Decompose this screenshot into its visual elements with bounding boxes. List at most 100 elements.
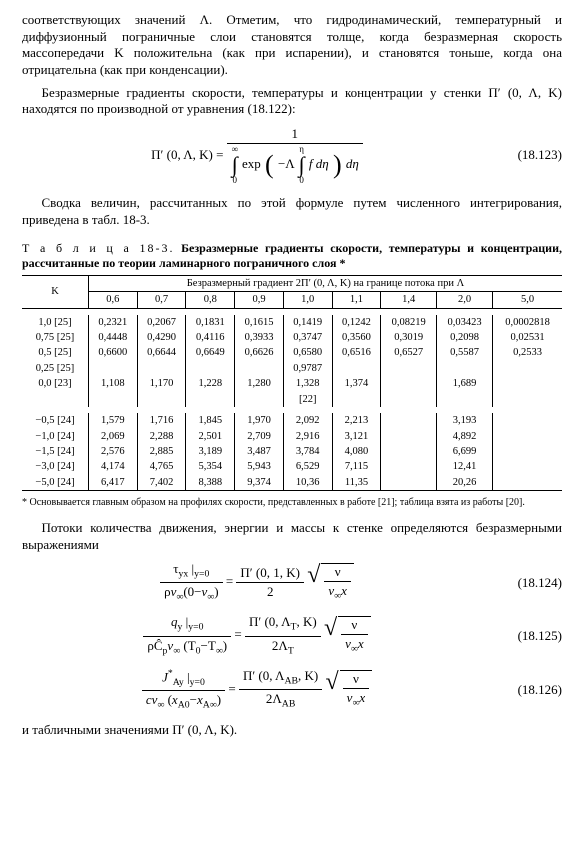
cell: 6,699 bbox=[437, 444, 493, 459]
cell: 1,280 bbox=[235, 376, 284, 391]
table-row: −0,5 [24] 1,579 1,716 1,845 1,970 2,092 … bbox=[22, 413, 562, 428]
cell-k: −0,5 [24] bbox=[22, 413, 89, 428]
header-top: Безразмерный градиент 2Π′ (0, Λ, K) на г… bbox=[89, 275, 563, 291]
cell-k: −1,5 [24] bbox=[22, 444, 89, 459]
eq123-inner: f dη bbox=[309, 156, 329, 171]
table-row: 0,0 [23] 1,108 1,170 1,228 1,280 1,328 1… bbox=[22, 376, 562, 391]
cell: 1,374 bbox=[332, 376, 381, 391]
col-14: 1,4 bbox=[381, 292, 437, 308]
cell: 1,170 bbox=[137, 376, 186, 391]
table-footnote: * Основывается главным образом на профил… bbox=[22, 497, 562, 510]
table-row: 0,75 [25] 0,4448 0,4290 0,4116 0,3933 0,… bbox=[22, 330, 562, 345]
eq125-sqrt: √ ν v∞x bbox=[324, 616, 371, 657]
table-caption-lead: Т а б л и ц а 18-3. bbox=[22, 241, 174, 255]
col-k: K bbox=[22, 275, 89, 308]
cell bbox=[493, 376, 563, 391]
cell: 0,6626 bbox=[235, 345, 284, 360]
cell bbox=[381, 429, 437, 444]
cell bbox=[493, 444, 563, 459]
cell: 0,3747 bbox=[283, 330, 332, 345]
cell: 0,6600 bbox=[89, 345, 138, 360]
eq124-sqrt: √ ν v∞x bbox=[307, 563, 354, 604]
cell: 0,3933 bbox=[235, 330, 284, 345]
cell: 2,885 bbox=[137, 444, 186, 459]
cell: 1,328 bbox=[283, 376, 332, 391]
eq124-rhs-frac: Π′ (0, 1, K) 2 bbox=[236, 565, 304, 601]
cell-k: 0,5 [25] bbox=[22, 345, 89, 360]
cell: 1,689 bbox=[437, 376, 493, 391]
cell: 0,1419 bbox=[283, 315, 332, 330]
cell: 2,092 bbox=[283, 413, 332, 428]
cell: 0,02531 bbox=[493, 330, 563, 345]
opening-paragraph: соответствующих значений Λ. Отметим, что… bbox=[22, 12, 562, 79]
table-caption: Т а б л и ц а 18-3. Безразмерные градиен… bbox=[22, 241, 562, 271]
cell: 2,916 bbox=[283, 429, 332, 444]
cell: 0,1615 bbox=[235, 315, 284, 330]
cell: 0,2067 bbox=[137, 315, 186, 330]
lead-to-eq123: Безразмерные градиенты скорости, темпера… bbox=[22, 85, 562, 118]
inner-integral: η ∫ 0 bbox=[298, 145, 306, 185]
cell: 6,529 bbox=[283, 459, 332, 474]
eq123-exp: exp bbox=[242, 156, 261, 171]
cell bbox=[493, 475, 563, 491]
eq125-rhs-frac: Π′ (0, ΛT, K) 2ΛT bbox=[245, 614, 321, 657]
cell: 2,501 bbox=[186, 429, 235, 444]
cell-k: −5,0 [24] bbox=[22, 475, 89, 491]
eq123-number: (18.123) bbox=[492, 147, 562, 164]
table-row: 1,0 [25] 0,2321 0,2067 0,1831 0,1615 0,1… bbox=[22, 315, 562, 330]
cell-k: 1,0 [25] bbox=[22, 315, 89, 330]
table-row: −1,5 [24] 2,576 2,885 3,189 3,487 3,784 … bbox=[22, 444, 562, 459]
cell bbox=[381, 459, 437, 474]
eq125-lhs: qy |y=0 ρĈpv∞ (T0−T∞) bbox=[143, 614, 231, 657]
cell: 10,36 bbox=[283, 475, 332, 491]
cell: 2,709 bbox=[235, 429, 284, 444]
rparen: ) bbox=[332, 152, 343, 178]
cell: 0,6644 bbox=[137, 345, 186, 360]
eq123-trailing: dη bbox=[346, 156, 359, 171]
int-lower: 0 bbox=[232, 176, 237, 185]
col-50: 5,0 bbox=[493, 292, 563, 308]
cell: 3,784 bbox=[283, 444, 332, 459]
cell: 1,579 bbox=[89, 413, 138, 428]
cell: 0,3560 bbox=[332, 330, 381, 345]
eq124-lhs: τyx |y=0 ρv∞(0−v∞) bbox=[160, 561, 222, 604]
eq126-sqrt: √ ν v∞x bbox=[325, 670, 372, 711]
cell: 7,402 bbox=[137, 475, 186, 491]
table-18-3: K Безразмерный градиент 2Π′ (0, Λ, K) на… bbox=[22, 275, 562, 492]
eq126-lhs: J*Ay |y=0 cv∞ (xA0−xA∞) bbox=[142, 668, 225, 712]
cell bbox=[493, 361, 563, 376]
table-row: −5,0 [24] 6,417 7,402 8,388 9,374 10,36 … bbox=[22, 475, 562, 491]
closing-line: и табличными значениями Π′ (0, Λ, K). bbox=[22, 722, 562, 739]
cell: 4,765 bbox=[137, 459, 186, 474]
cell: 2,288 bbox=[137, 429, 186, 444]
cell bbox=[493, 429, 563, 444]
cell bbox=[381, 444, 437, 459]
table-row-ref22: [22] bbox=[22, 392, 562, 407]
cell: 0,2321 bbox=[89, 315, 138, 330]
cell: 0,3019 bbox=[381, 330, 437, 345]
cell bbox=[381, 413, 437, 428]
after-eq123: Сводка величин, рассчитанных по этой фор… bbox=[22, 195, 562, 228]
cell: 9,374 bbox=[235, 475, 284, 491]
cell bbox=[186, 361, 235, 376]
cell: 3,193 bbox=[437, 413, 493, 428]
cell-k: −3,0 [24] bbox=[22, 459, 89, 474]
cell-k: 0,25 [25] bbox=[22, 361, 89, 376]
cell: 1,228 bbox=[186, 376, 235, 391]
equation-18-124: τyx |y=0 ρv∞(0−v∞) = Π′ (0, 1, K) 2 √ ν … bbox=[22, 561, 562, 604]
cell: 8,388 bbox=[186, 475, 235, 491]
lparen: ( bbox=[264, 152, 275, 178]
cell: 7,115 bbox=[332, 459, 381, 474]
cell: 0,5587 bbox=[437, 345, 493, 360]
eq126-rhs-frac: Π′ (0, ΛAB, K) 2ΛAB bbox=[239, 668, 322, 711]
cell-k: 0,0 [23] bbox=[22, 376, 89, 391]
eq125-number: (18.125) bbox=[492, 628, 562, 645]
cell: 1,970 bbox=[235, 413, 284, 428]
cell: 12,41 bbox=[437, 459, 493, 474]
cell: 5,354 bbox=[186, 459, 235, 474]
cell: 0,03423 bbox=[437, 315, 493, 330]
cell-k: −1,0 [24] bbox=[22, 429, 89, 444]
cell-ref22: [22] bbox=[283, 392, 332, 407]
cell: 0,4116 bbox=[186, 330, 235, 345]
col-10: 1,0 bbox=[283, 292, 332, 308]
